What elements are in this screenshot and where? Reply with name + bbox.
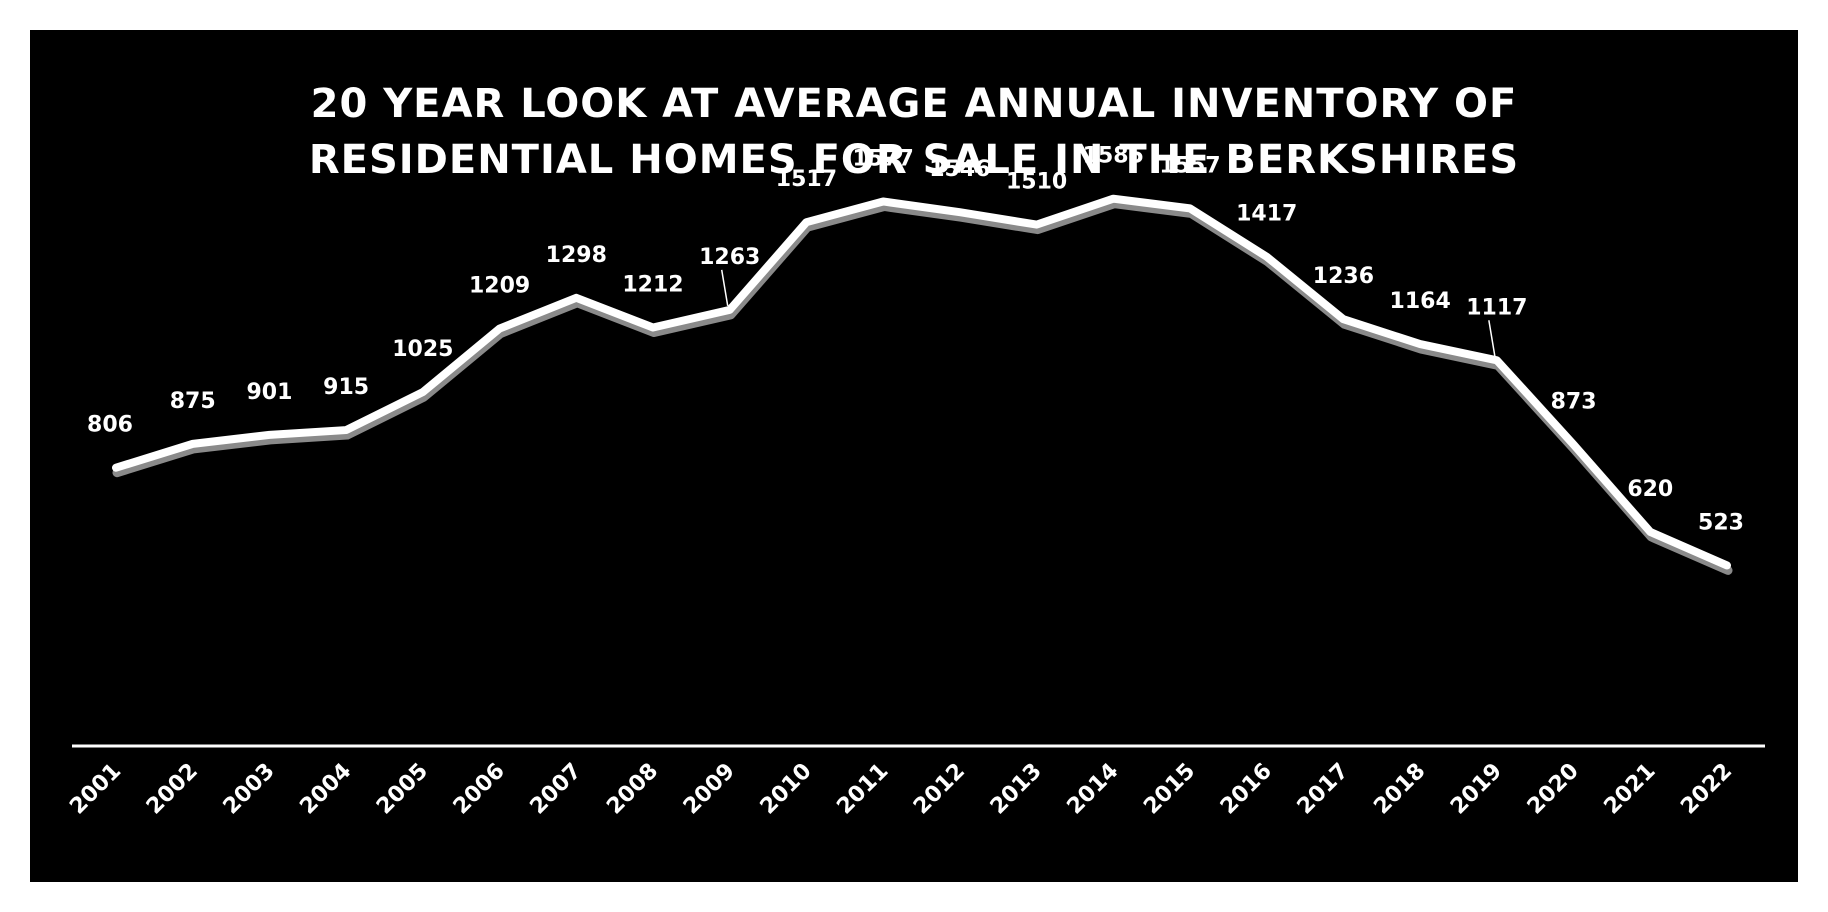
data-label-2018: 1164	[1390, 289, 1451, 314]
x-tick-label-2013: 2013	[986, 759, 1047, 820]
data-label-2005: 1025	[392, 337, 453, 362]
data-point-2002	[189, 440, 196, 447]
chart-frame: 20 YEAR LOOK AT AVERAGE ANNUAL INVENTORY…	[30, 30, 1798, 882]
series-line	[112, 194, 1731, 570]
data-label-2006: 1209	[469, 274, 530, 299]
data-label-2007: 1298	[546, 243, 607, 268]
data-point-2020	[1570, 441, 1577, 448]
data-label-2002: 875	[170, 389, 216, 414]
x-tick-label-2015: 2015	[1139, 759, 1200, 820]
x-tick-label-2007: 2007	[526, 759, 587, 820]
x-tick-label-2008: 2008	[602, 759, 663, 820]
data-labels: 806 875 901 915 1025 1209 1298 1212 1263 1517 1577…	[87, 144, 1744, 536]
x-tick-label-2005: 2005	[372, 759, 433, 820]
x-tick-label-2021: 2021	[1600, 759, 1661, 820]
data-point-2007	[573, 294, 580, 301]
data-label-2017: 1236	[1313, 264, 1374, 289]
data-point-2021	[1647, 528, 1654, 535]
data-point-2001	[113, 464, 119, 471]
x-tick-label-2017: 2017	[1293, 759, 1354, 820]
data-point-2014	[1110, 195, 1117, 202]
x-tick-label-2018: 2018	[1369, 759, 1430, 820]
chart-title-line-2: RESIDENTIAL HOMES FOR SALE IN THE BERKSH…	[309, 137, 1519, 183]
leader-line-2019	[1488, 320, 1496, 357]
series-inventory	[112, 194, 1733, 575]
line-chart: 20 YEAR LOOK AT AVERAGE ANNUAL INVENTORY…	[65, 81, 1765, 820]
data-label-2020: 873	[1551, 390, 1597, 415]
data-point-2016	[1263, 253, 1270, 260]
data-label-2010: 1517	[776, 167, 837, 192]
data-point-2003	[266, 431, 273, 438]
data-point-2004	[343, 427, 350, 434]
data-label-2009: 1263	[699, 245, 760, 270]
x-tick-label-2004: 2004	[295, 759, 356, 820]
x-tick-label-2016: 2016	[1216, 759, 1277, 820]
x-tick-label-2012: 2012	[909, 759, 970, 820]
x-tick-label-2019: 2019	[1446, 759, 1507, 820]
x-tick-label-2011: 2011	[832, 759, 893, 820]
x-tick-label-2009: 2009	[679, 759, 740, 820]
data-point-2006	[496, 325, 503, 332]
leader-lines	[720, 269, 1496, 357]
x-tick-label-2020: 2020	[1523, 759, 1584, 820]
data-point-2018	[1417, 341, 1424, 348]
x-tick-label-2022: 2022	[1676, 759, 1737, 820]
data-point-2009	[726, 306, 733, 313]
x-tick-label-2002: 2002	[142, 759, 203, 820]
x-tick-label-2001: 2001	[65, 759, 126, 820]
data-point-2017	[1340, 316, 1347, 323]
data-point-2013	[1033, 221, 1040, 228]
x-tick-label-2003: 2003	[219, 759, 280, 820]
data-label-2021: 620	[1627, 477, 1673, 502]
leader-line-2009	[720, 269, 729, 307]
data-point-2015	[1187, 205, 1193, 212]
x-axis-tick-labels: 2001 2002 2003 2004 2005 2006 2007 2008 2009 2010…	[65, 759, 1737, 820]
data-point-2008	[650, 324, 656, 331]
data-point-2022	[1724, 562, 1730, 569]
chart-title-line-1: 20 YEAR LOOK AT AVERAGE ANNUAL INVENTORY…	[311, 81, 1518, 127]
data-label-2012: 1546	[929, 157, 990, 182]
data-point-2010	[803, 219, 810, 226]
data-point-2005	[419, 389, 426, 396]
data-label-2013: 1510	[1006, 170, 1067, 195]
data-label-2019: 1117	[1466, 295, 1527, 320]
data-label-2001: 806	[87, 413, 133, 438]
data-point-2019	[1493, 357, 1500, 364]
data-point-2011	[880, 198, 887, 205]
x-tick-label-2010: 2010	[756, 759, 817, 820]
data-label-2015: 1557	[1159, 153, 1220, 178]
drop-lines	[114, 200, 1729, 746]
data-label-2003: 901	[246, 380, 292, 405]
chart-title: 20 YEAR LOOK AT AVERAGE ANNUAL INVENTORY…	[309, 81, 1519, 183]
data-label-2022: 523	[1698, 510, 1744, 535]
x-tick-label-2014: 2014	[1063, 759, 1124, 820]
data-label-2011: 1577	[853, 146, 914, 171]
data-label-2014: 1585	[1083, 144, 1144, 169]
data-label-2008: 1212	[622, 273, 683, 298]
data-point-2012	[956, 209, 963, 216]
data-label-2004: 915	[323, 375, 369, 400]
data-label-2016: 1417	[1236, 202, 1297, 227]
x-tick-label-2006: 2006	[449, 759, 510, 820]
series-line-shadow	[112, 199, 1733, 575]
